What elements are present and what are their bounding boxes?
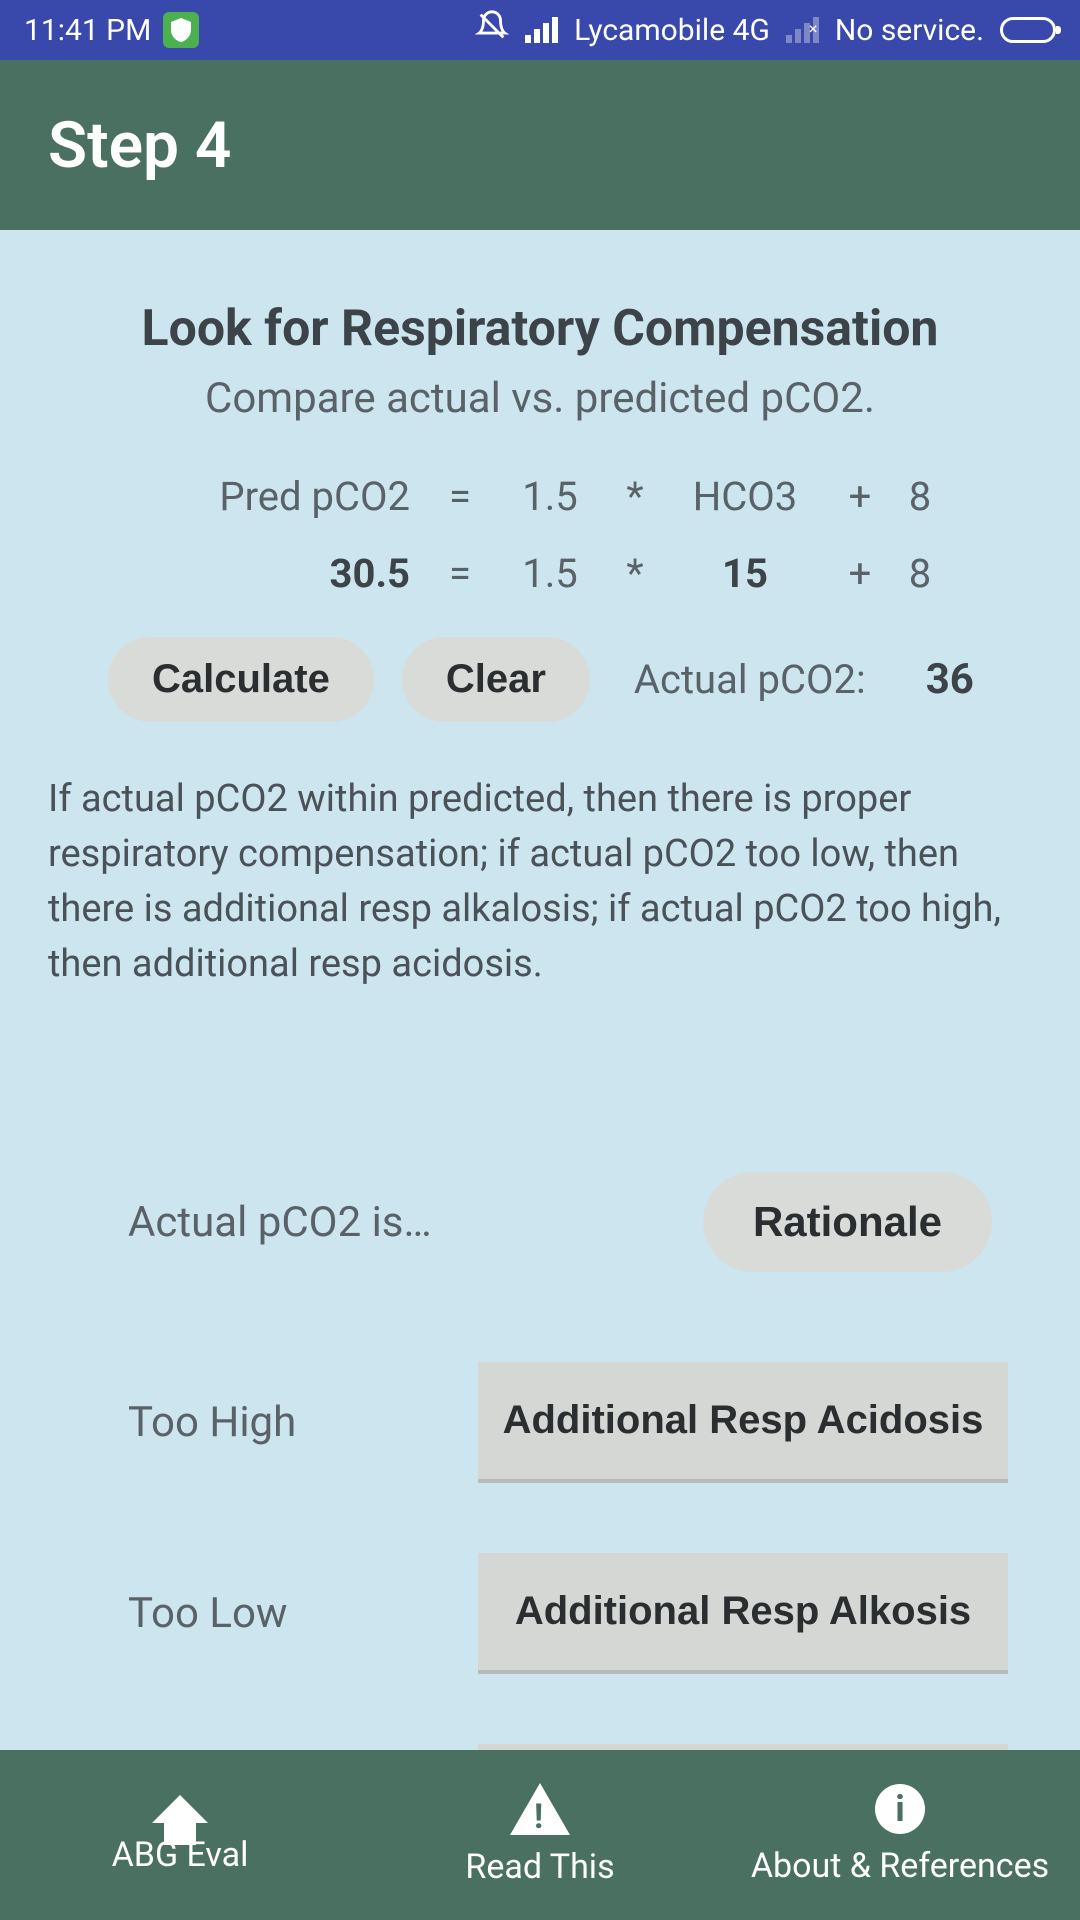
formula-r1-c: 8	[890, 473, 950, 520]
nav-read[interactable]: Read This	[360, 1750, 720, 1920]
formula-r2-plus: +	[830, 550, 890, 597]
home-icon	[152, 1795, 208, 1823]
formula-r2-a: 1.5	[490, 550, 610, 597]
formula-r1-eq: =	[430, 473, 490, 520]
option-row-too-low: Too Low Additional Resp Alkosis	[48, 1553, 1032, 1674]
explanation-text: If actual pCO2 within predicted, then th…	[48, 772, 1032, 992]
option-row-too-high: Too High Additional Resp Acidosis	[48, 1362, 1032, 1483]
formula-r1-op: *	[610, 473, 660, 520]
battery-icon	[1000, 17, 1056, 43]
actual-pco2-label: Actual pCO2:	[634, 656, 866, 703]
nav-home[interactable]: ABG Eval	[0, 1750, 360, 1920]
nav-read-label: Read This	[465, 1847, 614, 1887]
formula-r2-label: 30.5	[130, 550, 430, 597]
signal-weak-icon	[786, 17, 819, 43]
formula-r2-op: *	[610, 550, 660, 597]
formula-r1-b: HCO3	[660, 473, 830, 520]
prompt-row: Actual pCO2 is… Rationale	[48, 1172, 1032, 1272]
option-label: Too High	[128, 1398, 478, 1447]
formula-r2-c: 8	[890, 550, 950, 597]
option-button-acidosis[interactable]: Additional Resp Acidosis	[478, 1362, 1008, 1483]
option-label: Too Low	[128, 1589, 478, 1638]
calculate-button[interactable]: Calculate	[108, 637, 374, 722]
formula-r2-eq: =	[430, 550, 490, 597]
warning-icon	[510, 1783, 570, 1835]
calc-row: Calculate Clear Actual pCO2: 36	[48, 637, 1032, 722]
mute-icon	[475, 9, 509, 51]
nav-about-label: About & References	[751, 1846, 1049, 1886]
rationale-button[interactable]: Rationale	[703, 1172, 992, 1272]
main-content: Look for Respiratory Compensation Compar…	[0, 230, 1080, 1865]
formula-r1-label: Pred pCO2	[130, 473, 430, 520]
security-icon	[163, 12, 199, 48]
clear-button[interactable]: Clear	[402, 637, 590, 722]
status-service: No service.	[835, 13, 984, 48]
formula-r2-b: 15	[660, 550, 830, 597]
app-title: Step 4	[48, 108, 231, 183]
formula-r1-plus: +	[830, 473, 890, 520]
status-bar: 11:41 PM Lycamobile 4G No service.	[0, 0, 1080, 60]
app-bar: Step 4	[0, 60, 1080, 230]
page-subheading: Compare actual vs. predicted pCO2.	[48, 374, 1032, 423]
prompt-text: Actual pCO2 is…	[128, 1198, 432, 1247]
info-icon: i	[875, 1784, 925, 1834]
status-time: 11:41 PM	[24, 13, 151, 48]
actual-pco2-value: 36	[926, 655, 974, 704]
formula-grid: Pred pCO2 = 1.5 * HCO3 + 8 30.5 = 1.5 * …	[48, 473, 1032, 597]
bottom-nav: ABG Eval Read This i About & References	[0, 1750, 1080, 1920]
signal-icon	[525, 17, 558, 43]
option-button-alkosis[interactable]: Additional Resp Alkosis	[478, 1553, 1008, 1674]
nav-about[interactable]: i About & References	[720, 1750, 1080, 1920]
page-heading: Look for Respiratory Compensation	[48, 300, 1032, 358]
formula-r1-a: 1.5	[490, 473, 610, 520]
status-carrier: Lycamobile 4G	[574, 13, 770, 48]
